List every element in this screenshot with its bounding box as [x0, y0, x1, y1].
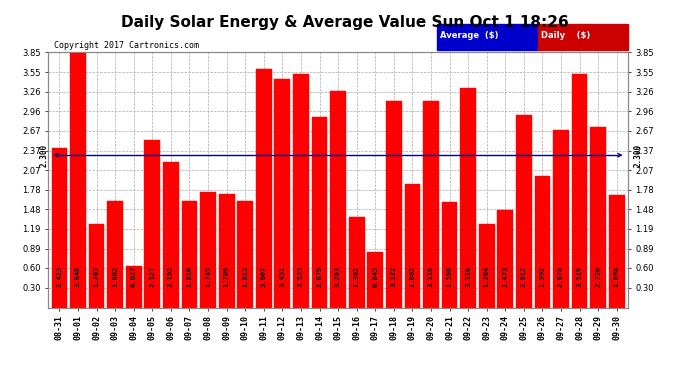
Bar — [200, 192, 216, 308]
Text: Daily    ($): Daily ($) — [541, 32, 590, 40]
Text: 3.519: 3.519 — [577, 266, 582, 287]
FancyBboxPatch shape — [538, 24, 628, 50]
Text: 3.118: 3.118 — [428, 266, 434, 287]
Bar — [590, 128, 606, 308]
Text: 1.362: 1.362 — [354, 266, 359, 287]
Text: 0.627: 0.627 — [130, 266, 137, 287]
Text: Copyright 2017 Cartronics.com: Copyright 2017 Cartronics.com — [54, 41, 199, 50]
Bar — [219, 194, 235, 308]
Bar — [107, 201, 123, 308]
Text: 1.263: 1.263 — [94, 266, 99, 287]
Text: 2.879: 2.879 — [317, 266, 322, 287]
Text: Daily Solar Energy & Average Value Sun Oct 1 18:26: Daily Solar Energy & Average Value Sun O… — [121, 15, 569, 30]
Text: 3.263: 3.263 — [335, 266, 341, 287]
Text: 3.122: 3.122 — [391, 266, 397, 287]
Text: 1.698: 1.698 — [613, 266, 620, 287]
Bar — [52, 148, 68, 308]
Bar — [423, 101, 439, 308]
Bar — [275, 79, 290, 308]
Bar — [312, 117, 328, 308]
Text: 1.598: 1.598 — [446, 266, 453, 287]
Bar — [293, 74, 309, 307]
Bar — [609, 195, 624, 308]
Text: 2.720: 2.720 — [595, 266, 601, 287]
Text: 2.527: 2.527 — [149, 266, 155, 287]
Text: 2.300: 2.300 — [40, 144, 49, 167]
Bar — [497, 210, 513, 308]
Text: 1.473: 1.473 — [502, 266, 509, 287]
Bar — [163, 162, 179, 308]
Text: 1.602: 1.602 — [112, 266, 118, 287]
FancyBboxPatch shape — [437, 24, 538, 50]
Text: 3.523: 3.523 — [298, 266, 304, 287]
Text: 3.316: 3.316 — [465, 266, 471, 287]
Bar — [144, 140, 160, 308]
Bar — [553, 130, 569, 308]
Bar — [348, 217, 364, 308]
Text: Average  ($): Average ($) — [440, 32, 498, 40]
Text: 2.912: 2.912 — [521, 266, 527, 287]
Bar — [126, 266, 141, 308]
Bar — [404, 184, 420, 308]
Bar — [331, 92, 346, 308]
Bar — [479, 224, 495, 308]
Bar — [460, 88, 476, 308]
Bar — [89, 224, 104, 308]
Text: 1.613: 1.613 — [242, 266, 248, 287]
Bar — [386, 101, 402, 308]
Bar — [535, 176, 551, 308]
Text: 2.192: 2.192 — [168, 266, 174, 287]
Bar — [516, 115, 532, 308]
Text: 3.451: 3.451 — [279, 266, 286, 287]
Bar — [70, 53, 86, 308]
Text: 3.607: 3.607 — [261, 266, 267, 287]
Text: 2.678: 2.678 — [558, 266, 564, 287]
Text: 3.848: 3.848 — [75, 266, 81, 287]
Text: 1.264: 1.264 — [484, 266, 490, 287]
Text: 2.300: 2.300 — [633, 144, 642, 167]
Bar — [256, 69, 272, 308]
Text: 1.992: 1.992 — [540, 266, 546, 287]
Text: 1.709: 1.709 — [224, 266, 230, 287]
Text: 2.413: 2.413 — [57, 266, 63, 287]
Bar — [442, 202, 457, 308]
Bar — [572, 74, 587, 307]
Bar — [237, 201, 253, 308]
Text: 1.610: 1.610 — [186, 266, 193, 287]
Text: 0.843: 0.843 — [372, 266, 378, 287]
Text: 1.745: 1.745 — [205, 266, 211, 287]
Text: 1.862: 1.862 — [409, 266, 415, 287]
Bar — [367, 252, 383, 308]
Bar — [181, 201, 197, 308]
